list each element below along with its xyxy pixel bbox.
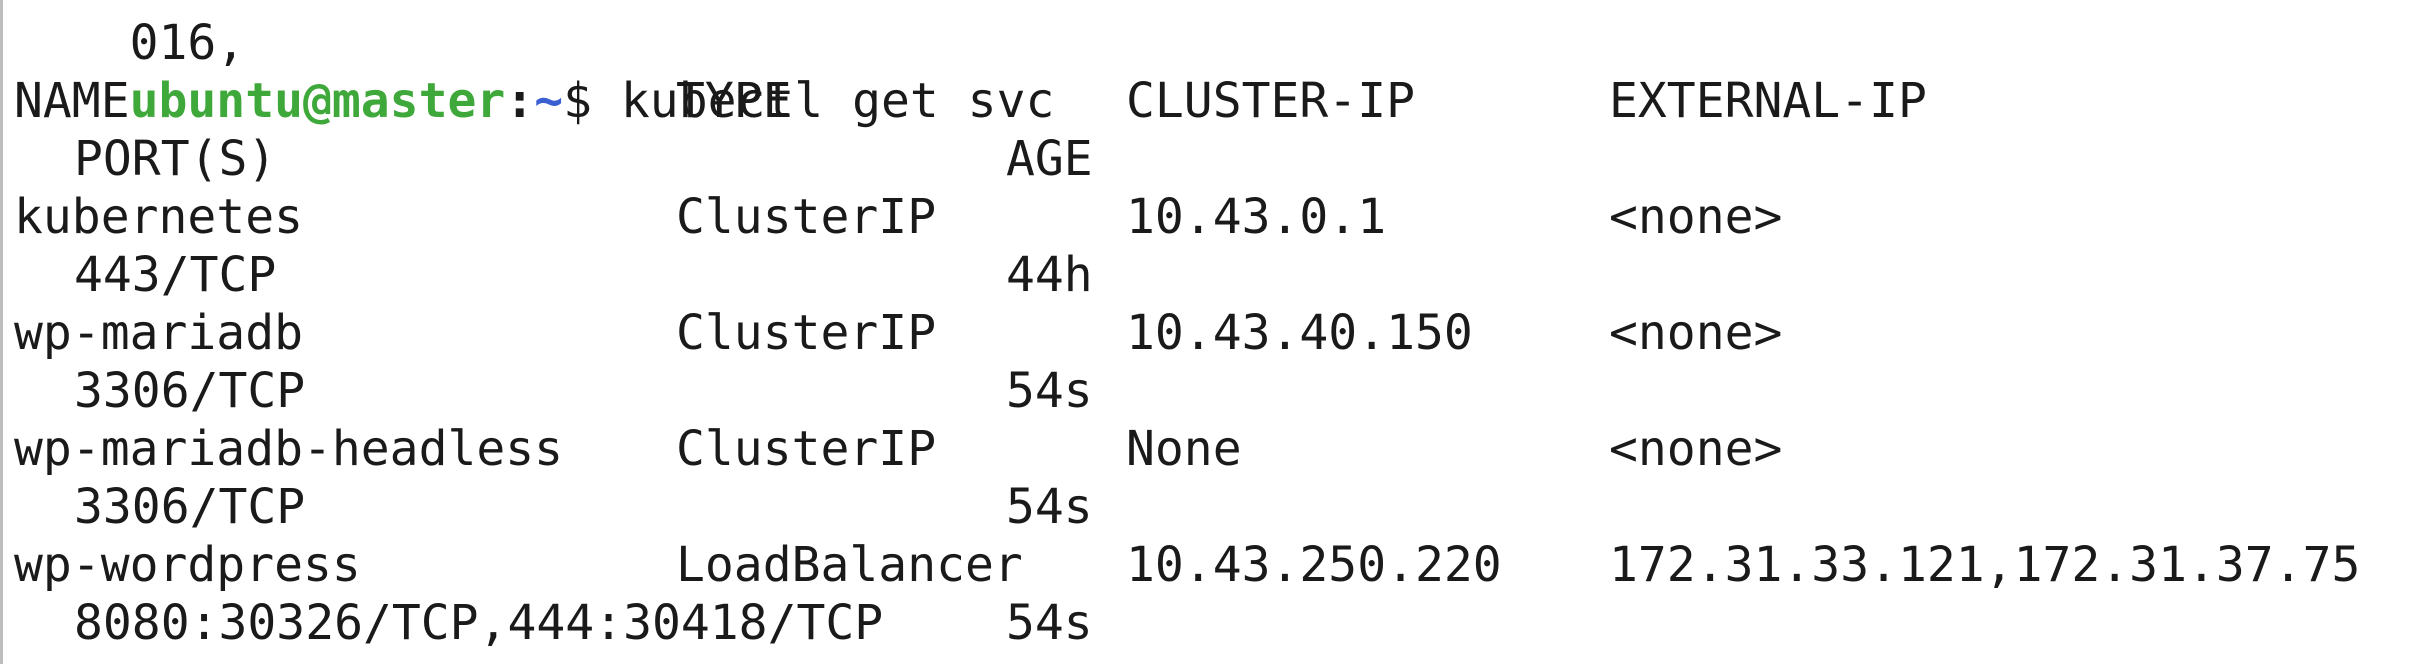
row-type: LoadBalancer (676, 537, 1023, 593)
row-external-ip: <none> (1609, 305, 1783, 361)
command-text: kubectl get svc (620, 73, 1055, 129)
bottom-prompt-line: ubuntu@master:~$ (14, 652, 649, 664)
row-ports: 3306/TCP (74, 479, 306, 535)
row-external-ip: <none> (1609, 421, 1783, 477)
table-row-wrap: 3306/TCP 54s (14, 478, 2404, 536)
table-header-wrap: PORT(S) AGE (14, 130, 2404, 188)
prompt-user-host: ubuntu@master (129, 73, 506, 129)
header-age: AGE (1006, 131, 1093, 187)
header-type: TYPE (676, 73, 792, 129)
row-type: ClusterIP (676, 189, 937, 245)
row-cluster-ip: None (1126, 421, 1242, 477)
table-row: kubernetes ClusterIP 10.43.0.1 <none> (14, 188, 2404, 246)
row-cluster-ip: 10.43.0.1 (1126, 189, 1387, 245)
row-name: wp-mariadb (14, 305, 303, 361)
row-type: ClusterIP (676, 305, 937, 361)
row-age: 54s (1006, 479, 1093, 535)
row-ports: 8080:30326/TCP,444:30418/TCP (74, 595, 884, 651)
row-name: wp-mariadb-headless (14, 421, 564, 477)
header-name: NAME (14, 73, 130, 129)
table-row: wp-wordpress LoadBalancer 10.43.250.220 … (14, 536, 2404, 594)
table-header: NAME TYPE CLUSTER-IP EXTERNAL-IP (14, 72, 2404, 130)
row-cluster-ip: 10.43.40.150 (1126, 305, 1473, 361)
row-external-ip: 172.31.33.121,172.31.37.75 (1609, 537, 2361, 593)
previous-output-line: 016, (14, 0, 246, 71)
row-name: wp-wordpress (14, 537, 361, 593)
prompt-line: ubuntu@master:~$ kubectl get svc (14, 14, 1055, 129)
window-edge (0, 0, 3, 664)
row-age: 54s (1006, 595, 1093, 651)
header-external-ip: EXTERNAL-IP (1609, 73, 1927, 129)
row-cluster-ip: 10.43.250.220 (1126, 537, 1502, 593)
row-ports: 3306/TCP (74, 363, 306, 419)
prompt-sign: $ (563, 73, 621, 129)
prompt-path: ~ (534, 73, 564, 129)
table-row-wrap: 443/TCP 44h (14, 246, 2404, 304)
prompt-colon: : (505, 73, 535, 129)
header-cluster-ip: CLUSTER-IP (1126, 73, 1415, 129)
row-age: 44h (1006, 247, 1093, 303)
table-row: wp-mariadb-headless ClusterIP None <none… (14, 420, 2404, 478)
table-row-wrap: 8080:30326/TCP,444:30418/TCP 54s (14, 594, 2404, 652)
row-external-ip: <none> (1609, 189, 1783, 245)
row-ports: 443/TCP (74, 247, 277, 303)
row-type: ClusterIP (676, 421, 937, 477)
header-ports: PORT(S) (74, 131, 277, 187)
table-row: wp-mariadb ClusterIP 10.43.40.150 <none> (14, 304, 2404, 362)
previous-output-text: 016, (129, 15, 246, 71)
row-age: 54s (1006, 363, 1093, 419)
row-name: kubernetes (14, 189, 303, 245)
table-row-wrap: 3306/TCP 54s (14, 362, 2404, 420)
